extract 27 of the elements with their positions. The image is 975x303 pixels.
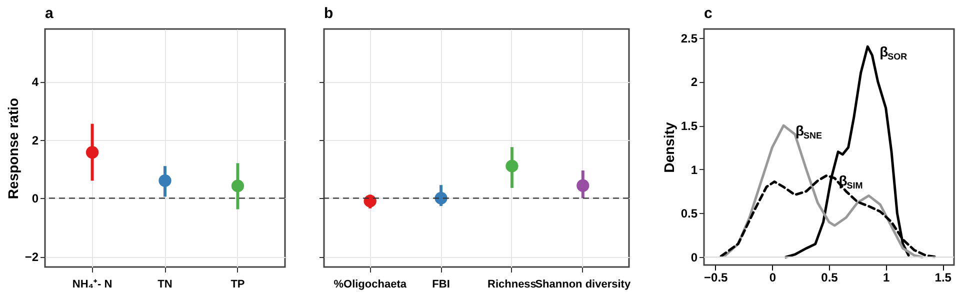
chart-title: b [324,5,334,22]
y-axis-title: Density [660,122,677,173]
x-tick-label: TP [230,278,245,290]
y-tick-label: 0 [690,250,698,265]
x-tick-label: Shannon diversity [535,278,632,290]
x-tick-label: NH₄⁺- N [72,278,112,290]
x-tick-label: −0.5 [704,270,728,284]
y-tick-label: 2 [32,133,39,148]
y-tick-label: 2 [690,75,698,90]
x-tick-label: TN [158,278,172,290]
x-tick-label: 1.5 [934,270,952,284]
y-tick-label: −2 [24,250,39,264]
y-tick-label: 4 [32,75,39,89]
x-tick-label: %Oligochaeta [334,278,408,290]
x-tick-label: 0.5 [821,270,838,284]
chart-title: a [45,5,54,22]
x-tick-label: 0 [769,270,776,284]
y-tick-label: 0.5 [680,206,698,221]
y-axis-title: Response ratio [4,98,21,200]
x-tick-label: 1 [882,270,890,284]
chart-title: c [704,5,712,22]
y-tick-label: 2.5 [680,31,698,46]
x-tick-label: Richness [488,278,536,290]
y-tick-label: 1 [690,162,698,177]
y-tick-label: 1.5 [680,119,698,134]
x-tick-label: FBI [432,278,450,290]
y-tick-label: 0 [32,192,39,206]
